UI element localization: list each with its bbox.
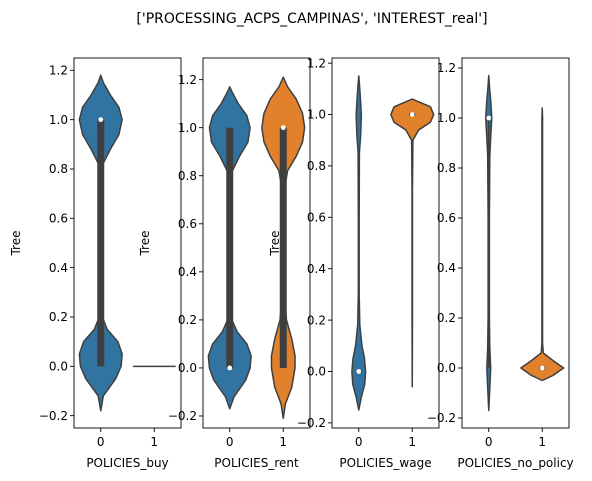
y-tick-label: 0.6 [307,211,326,225]
violin-1 [520,107,565,382]
y-axis-label: Tree [138,230,152,256]
y-tick-label: 0.2 [178,313,197,327]
y-tick-label: −0.2 [427,411,456,425]
y-tick-label: 1.0 [437,111,456,125]
x-tick-label: 0 [226,435,234,449]
y-tick-label: 0.2 [49,310,68,324]
y-tick-label: 0.6 [49,212,68,226]
violin-1 [390,98,435,388]
x-axis-label: POLICIES_buy [86,456,168,470]
y-tick-label: 1.2 [437,61,456,75]
x-tick-label: 0 [97,435,105,449]
iqr-box-0 [97,119,105,367]
y-tick-label: 0.4 [437,261,456,275]
x-tick-label: 1 [279,435,287,449]
subplot-2: −0.2 0.0 0.2 0.4 0.6 0.8 1.0 1.2 0 1 POLICIES_rent… [138,57,311,470]
y-tick-label: −0.2 [39,409,68,423]
y-tick-label: 0.0 [49,360,68,374]
x-tick-label: 1 [538,435,546,449]
x-tick-label: 1 [408,435,416,449]
y-tick-label: 1.0 [307,108,326,122]
y-tick-label: 1.0 [178,121,197,135]
y-tick-label: 0.6 [437,211,456,225]
y-axis-label: Tree [268,230,282,256]
x-axis-label: POLICIES_wage [339,456,431,470]
figure-title: ['PROCESSING_ACPS_CAMPINAS', 'INTEREST_r… [136,11,487,27]
axes-frame [73,57,182,429]
y-axis-label: Tree [9,230,23,256]
violin-0 [351,75,367,411]
subplot-3: −0.2 0.0 0.2 0.4 0.6 0.8 1.0 1.2 0 1 POLICIES_wage… [268,56,440,470]
y-tick-label: 0.4 [49,261,68,275]
y-tick-label: −0.2 [168,409,197,423]
x-tick-label: 1 [150,435,158,449]
y-tick-label: 0.0 [178,361,197,375]
x-axis-label: POLICIES_rent [214,456,299,470]
y-tick-label: 0.8 [437,161,456,175]
y-tick-label: 0.2 [437,311,456,325]
y-tick-label: 0.6 [178,217,197,231]
y-tick-label: 0.8 [307,159,326,173]
y-tick-label: 0.0 [307,365,326,379]
y-tick-label: 1.0 [49,113,68,127]
y-tick-label: −0.2 [297,416,326,430]
x-tick-label: 0 [355,435,363,449]
y-tick-label: 0.8 [49,162,68,176]
axes-frame [202,57,311,429]
median-dot-0 [227,365,233,371]
median-dot-1 [539,365,545,371]
median-dot-0 [486,115,492,121]
x-tick-label: 0 [485,435,493,449]
subplot-4: −0.2 0.0 0.2 0.4 0.6 0.8 1.0 1.2 0 1 POLICIES_no_p… [427,57,574,470]
x-axis-label: POLICIES_no_policy [457,456,573,470]
median-dot-1 [409,112,415,117]
axes-frame [461,57,570,429]
y-tick-label: 0.2 [307,313,326,327]
y-tick-label: 1.2 [307,56,326,70]
y-tick-label: 1.2 [49,64,68,78]
subplot-1: −0.2 0.0 0.2 0.4 0.6 0.8 1.0 1.2 0 1 POLICIES_buy T… [9,57,182,470]
iqr-box-0 [226,127,234,368]
y-tick-label: 0.8 [178,169,197,183]
y-tick-label: 0.4 [307,262,326,276]
axes-frame [331,57,440,429]
y-tick-label: 0.0 [437,361,456,375]
subplot-panels: −0.2 0.0 0.2 0.4 0.6 0.8 1.0 1.2 0 1 POLICIES_buy T… [9,56,574,470]
y-tick-label: 1.2 [178,73,197,87]
iqr-box-1 [279,127,287,368]
median-dot-0 [356,369,362,374]
median-dot-1 [280,125,286,131]
median-dot-0 [98,117,104,123]
y-tick-label: 0.4 [178,265,197,279]
